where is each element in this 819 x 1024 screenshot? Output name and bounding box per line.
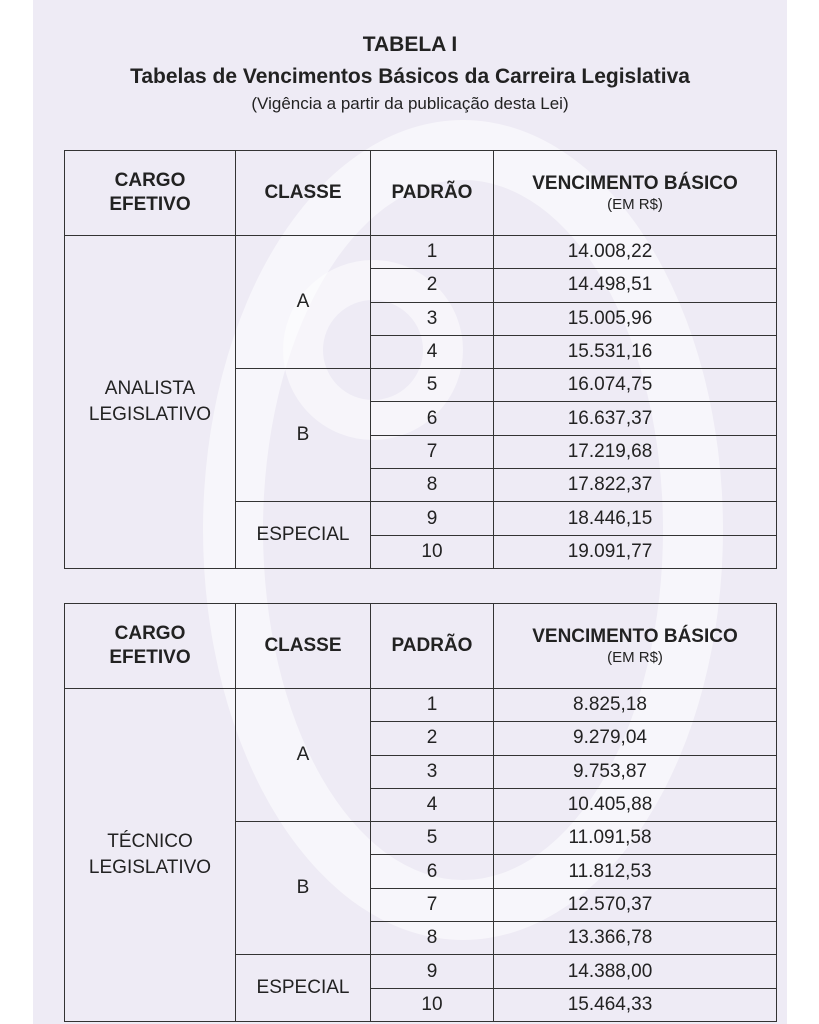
table-row: 7 12.570,37 bbox=[65, 887, 777, 923]
vencimento-cell: 15.531,16 bbox=[493, 334, 777, 370]
padrao-cell: 3 bbox=[370, 754, 494, 789]
vencimento-cell: 14.388,00 bbox=[493, 954, 777, 989]
vencimento-cell: 13.366,78 bbox=[493, 921, 777, 956]
table-row: 2 14.498,51 bbox=[65, 268, 777, 303]
padrao-cell: 1 bbox=[370, 234, 494, 270]
classe-cell: B bbox=[235, 821, 371, 956]
vencimento-cell: 11.091,58 bbox=[493, 821, 777, 856]
padrao-cell: 8 bbox=[370, 921, 494, 956]
header-vencimento: VENCIMENTO BÁSICO (EM R$) bbox=[493, 150, 777, 236]
padrao-cell: 6 bbox=[370, 401, 494, 436]
vencimento-cell: 9.279,04 bbox=[493, 721, 777, 756]
padrao-cell: 5 bbox=[370, 368, 494, 403]
header-vencimento-label: VENCIMENTO BÁSICO bbox=[532, 173, 738, 194]
header-row: CARGO EFETIVO CLASSE PADRÃO VENCIMENTO BÁSI… bbox=[64, 150, 777, 236]
padrao-cell: 9 bbox=[370, 501, 494, 536]
padrao-cell: 3 bbox=[370, 301, 494, 336]
table-row: 6 16.637,37 bbox=[65, 401, 777, 436]
vencimento-cell: 10.405,88 bbox=[493, 787, 777, 823]
document-title: TABELA I bbox=[362, 33, 458, 56]
padrao-cell: 6 bbox=[370, 854, 494, 889]
table-row: B 5 16.074,75 bbox=[65, 368, 777, 503]
cargo-cell: TÉCNICO LEGISLATIVO bbox=[64, 688, 236, 1022]
header-classe: CLASSE bbox=[235, 150, 371, 236]
table-row: ANALISTA LEGISLATIVO A 1 14.008,22 bbox=[64, 234, 777, 569]
table-row: 10 15.464,33 bbox=[65, 987, 777, 1022]
padrao-cell: 4 bbox=[370, 334, 494, 370]
header-cargo: CARGO EFETIVO bbox=[64, 603, 236, 689]
vencimento-cell: 14.498,51 bbox=[493, 268, 777, 303]
table-row: B 5 11.091,58 bbox=[65, 821, 777, 956]
table-row: 4 15.531,16 bbox=[65, 334, 777, 370]
padrao-cell: 7 bbox=[370, 434, 494, 470]
classe-cell: A bbox=[235, 687, 371, 823]
salary-table-analista: CARGO EFETIVO CLASSE PADRÃO VENCIMENTO BÁSI… bbox=[64, 150, 777, 569]
document-note: (Vigência a partir da publicação desta L… bbox=[251, 94, 569, 113]
padrao-cell: 10 bbox=[370, 987, 494, 1022]
vencimento-cell: 16.637,37 bbox=[493, 401, 777, 436]
vencimento-cell: 15.464,33 bbox=[493, 987, 777, 1022]
salary-table-tecnico: CARGO EFETIVO CLASSE PADRÃO VENCIMENTO BÁSI… bbox=[64, 603, 777, 1022]
padrao-cell: 2 bbox=[370, 721, 494, 756]
header-row: CARGO EFETIVO CLASSE PADRÃO VENCIMENTO BÁSI… bbox=[64, 603, 777, 689]
vencimento-cell: 16.074,75 bbox=[493, 368, 777, 403]
table-row: 8 17.822,37 bbox=[65, 468, 777, 503]
vencimento-cell: 11.812,53 bbox=[493, 854, 777, 889]
header-padrao: PADRÃO bbox=[370, 150, 494, 236]
padrao-cell: 8 bbox=[370, 468, 494, 503]
vencimento-cell: 14.008,22 bbox=[493, 234, 777, 270]
vencimento-cell: 9.753,87 bbox=[493, 754, 777, 789]
vencimento-cell: 15.005,96 bbox=[493, 301, 777, 336]
header-classe: CLASSE bbox=[235, 603, 371, 689]
header-padrao: PADRÃO bbox=[370, 603, 494, 689]
padrao-cell: 2 bbox=[370, 268, 494, 303]
vencimento-cell: 17.822,37 bbox=[493, 468, 777, 503]
vencimento-cell: 12.570,37 bbox=[493, 887, 777, 923]
cargo-cell: ANALISTA LEGISLATIVO bbox=[64, 235, 236, 569]
vencimento-cell: 18.446,15 bbox=[493, 501, 777, 536]
table-row: TÉCNICO LEGISLATIVO A 1 8.825,18 bbox=[64, 687, 777, 1022]
vencimento-cell: 8.825,18 bbox=[493, 687, 777, 723]
vencimento-cell: 19.091,77 bbox=[493, 534, 777, 569]
padrao-cell: 10 bbox=[370, 534, 494, 569]
padrao-cell: 4 bbox=[370, 787, 494, 823]
vencimento-cell: 17.219,68 bbox=[493, 434, 777, 470]
table-row: 10 19.091,77 bbox=[65, 534, 777, 569]
table-row: ESPECIAL 9 14.388,00 bbox=[65, 954, 777, 1022]
table-row: 3 15.005,96 bbox=[65, 301, 777, 336]
padrao-cell: 1 bbox=[370, 687, 494, 723]
document-subtitle: Tabelas de Vencimentos Básicos da Carrei… bbox=[130, 65, 690, 88]
classe-cell: ESPECIAL bbox=[235, 954, 371, 1022]
table-row: 2 9.279,04 bbox=[65, 721, 777, 756]
classe-cell: ESPECIAL bbox=[235, 501, 371, 569]
header-cargo: CARGO EFETIVO bbox=[64, 150, 236, 236]
classe-cell: B bbox=[235, 368, 371, 503]
padrao-cell: 9 bbox=[370, 954, 494, 989]
header-vencimento-unit: (EM R$) bbox=[607, 649, 663, 666]
padrao-cell: 5 bbox=[370, 821, 494, 856]
header-vencimento: VENCIMENTO BÁSICO (EM R$) bbox=[493, 603, 777, 689]
header-vencimento-unit: (EM R$) bbox=[607, 196, 663, 213]
padrao-cell: 7 bbox=[370, 887, 494, 923]
header-vencimento-label: VENCIMENTO BÁSICO bbox=[532, 626, 738, 647]
classe-cell: A bbox=[235, 234, 371, 370]
table-row: 8 13.366,78 bbox=[65, 921, 777, 956]
